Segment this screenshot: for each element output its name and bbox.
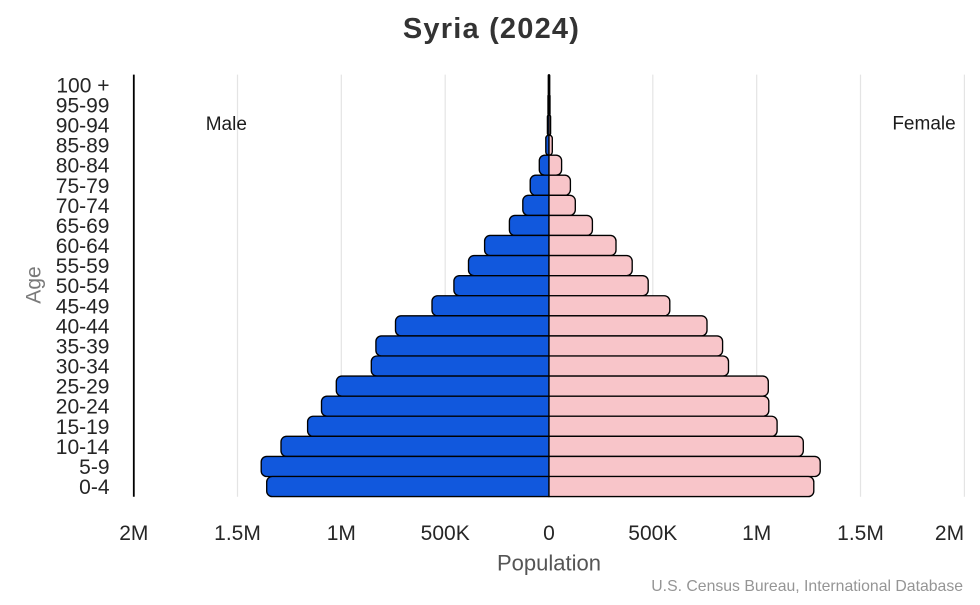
svg-text:2M: 2M bbox=[119, 522, 148, 545]
svg-text:Syria (2024): Syria (2024) bbox=[403, 13, 580, 45]
svg-text:1M: 1M bbox=[742, 522, 771, 545]
svg-text:2M: 2M bbox=[935, 522, 964, 545]
svg-text:1.5M: 1.5M bbox=[214, 522, 261, 545]
svg-text:20-24: 20-24 bbox=[56, 396, 110, 419]
svg-text:Female: Female bbox=[892, 113, 955, 134]
svg-text:Population: Population bbox=[497, 550, 601, 575]
svg-text:80-84: 80-84 bbox=[56, 155, 110, 178]
svg-text:Age: Age bbox=[23, 266, 46, 303]
svg-text:Male: Male bbox=[206, 114, 247, 135]
svg-text:65-69: 65-69 bbox=[56, 215, 110, 238]
svg-text:0-4: 0-4 bbox=[79, 476, 110, 499]
svg-text:0: 0 bbox=[543, 522, 555, 545]
svg-text:85-89: 85-89 bbox=[56, 135, 110, 158]
svg-text:500K: 500K bbox=[628, 522, 677, 545]
svg-text:70-74: 70-74 bbox=[56, 195, 110, 218]
svg-text:75-79: 75-79 bbox=[56, 175, 110, 198]
svg-text:25-29: 25-29 bbox=[56, 376, 110, 399]
svg-text:45-49: 45-49 bbox=[56, 295, 110, 318]
svg-text:15-19: 15-19 bbox=[56, 416, 110, 439]
svg-text:60-64: 60-64 bbox=[56, 235, 110, 258]
svg-text:90-94: 90-94 bbox=[56, 115, 110, 138]
svg-text:30-34: 30-34 bbox=[56, 356, 110, 379]
svg-text:10-14: 10-14 bbox=[56, 436, 110, 459]
svg-text:55-59: 55-59 bbox=[56, 255, 110, 278]
svg-text:5-9: 5-9 bbox=[79, 456, 109, 479]
svg-text:100 +: 100 + bbox=[56, 74, 109, 97]
svg-text:35-39: 35-39 bbox=[56, 335, 110, 358]
svg-text:95-99: 95-99 bbox=[56, 94, 110, 117]
svg-text:1.5M: 1.5M bbox=[837, 522, 884, 545]
svg-text:50-54: 50-54 bbox=[56, 275, 110, 298]
svg-text:1M: 1M bbox=[327, 522, 356, 545]
svg-text:40-44: 40-44 bbox=[56, 315, 110, 338]
svg-text:500K: 500K bbox=[421, 522, 470, 545]
svg-text:U.S. Census Bureau, Internatio: U.S. Census Bureau, International Databa… bbox=[651, 578, 963, 595]
